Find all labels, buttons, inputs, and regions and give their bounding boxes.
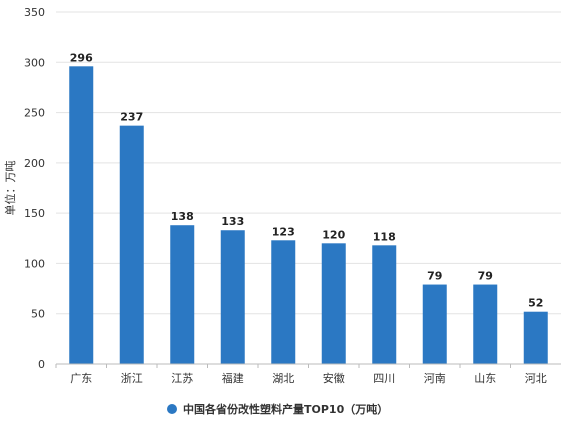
x-tick-label: 安徽 [323,371,345,385]
y-tick-label: 300 [24,56,45,69]
bar-1 [119,125,144,364]
data-labels: 296 237 138 133 123 120 118 79 79 52 [70,51,544,309]
x-axis-ticks: 广东 浙江 江苏 福建 湖北 安徽 四川 河南 山东 河北 [55,364,547,385]
bar-7 [422,284,447,364]
data-label: 138 [171,210,194,223]
bar-6 [372,245,397,364]
y-tick-label: 0 [38,358,45,371]
y-tick-label: 350 [24,6,45,19]
data-label: 123 [272,225,295,238]
data-label: 118 [373,230,396,243]
data-label: 79 [427,270,442,283]
data-label: 79 [478,270,493,283]
data-label: 133 [221,215,244,228]
x-tick-label: 福建 [222,371,244,385]
legend-marker [167,404,177,414]
data-label: 296 [70,51,93,64]
data-label: 237 [120,111,143,124]
data-label: 52 [528,297,543,310]
bar-3 [220,230,245,364]
x-tick-label: 浙江 [121,372,143,385]
x-tick-label: 湖北 [272,372,294,385]
y-tick-label: 50 [31,308,45,321]
legend-label: 中国各省份改性塑料产量TOP10（万吨） [183,402,388,416]
x-tick-label: 广东 [70,372,92,385]
y-axis-ticks: 0 50 100 150 200 250 300 350 [24,6,45,371]
bar-2 [170,225,195,364]
y-tick-label: 100 [24,257,45,270]
x-tick-label: 山东 [474,372,496,385]
legend: 中国各省份改性塑料产量TOP10（万吨） [167,402,388,416]
y-axis-label: 单位：万吨 [3,161,17,216]
bar-0 [69,66,94,365]
bar-8 [473,284,498,364]
x-tick-label: 河北 [525,372,547,385]
bar-9 [523,311,548,364]
bar-4 [271,240,296,364]
bar-5 [321,243,346,364]
data-label: 120 [322,228,345,241]
y-tick-label: 250 [24,107,45,120]
x-tick-label: 河南 [424,372,446,385]
x-tick-label: 江苏 [171,372,193,385]
bars [69,66,548,365]
y-tick-label: 200 [24,157,45,170]
y-tick-label: 150 [24,207,45,220]
x-tick-label: 四川 [373,372,395,385]
